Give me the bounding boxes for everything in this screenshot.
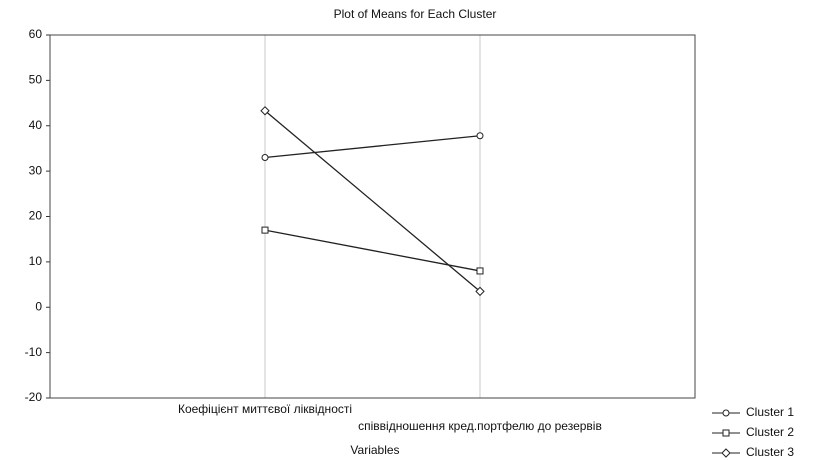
y-tick-label: 0: [35, 299, 42, 313]
x-axis-label: Variables: [350, 443, 399, 457]
legend-label: Cluster 3: [746, 445, 794, 459]
marker: [475, 286, 485, 297]
legend-label: Cluster 2: [746, 425, 794, 439]
y-tick-label: 10: [29, 254, 43, 268]
plot-frame: [49, 34, 696, 399]
marker: [476, 267, 484, 275]
chart-title: Plot of Means for Each Cluster: [334, 7, 497, 21]
marker: [260, 106, 270, 116]
y-tick-label: 40: [29, 118, 43, 132]
y-tick-label: 30: [29, 163, 43, 177]
marker: [722, 409, 730, 417]
x-tick-label: Коефіцієнт миттєвої ліквідності: [178, 402, 352, 416]
marker: [721, 448, 731, 458]
marker: [722, 429, 730, 437]
x-tick-label: співвідношення кред.портфелю до резервів: [358, 419, 602, 433]
y-tick-label: 60: [29, 27, 43, 41]
series-line: [264, 110, 481, 292]
legend-label: Cluster 1: [746, 405, 794, 419]
y-tick-label: 20: [29, 209, 43, 223]
marker: [476, 132, 484, 140]
marker: [261, 226, 269, 234]
series-line: [264, 229, 481, 272]
y-tick-label: -20: [25, 390, 43, 404]
y-tick-label: 50: [29, 73, 43, 87]
marker: [261, 154, 269, 162]
series-line: [264, 135, 481, 159]
y-tick-label: -10: [25, 345, 43, 359]
